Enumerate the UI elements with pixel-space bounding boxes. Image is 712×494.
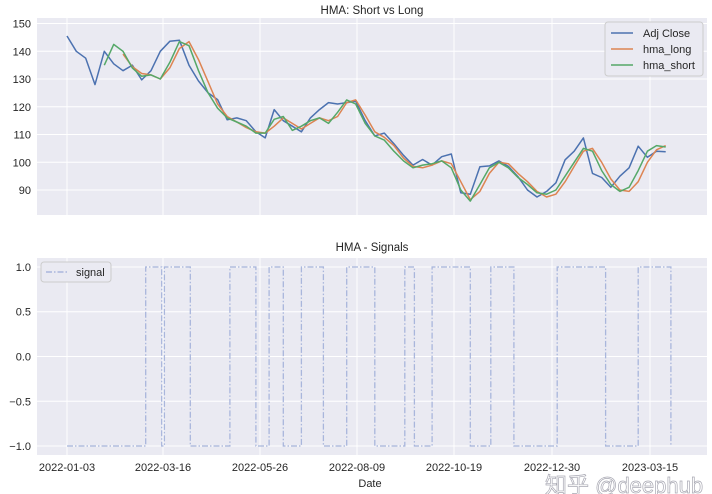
x-tick-label: 2022-10-19 — [426, 462, 482, 474]
bottom-x-ticks: 2022-01-03 2022-03-16 2022-05-26 2022-08-09… — [39, 462, 678, 474]
y-tick-label: 0.5 — [16, 307, 31, 319]
bottom-chart-title: HMA - Signals — [336, 242, 409, 254]
top-chart-title: HMA: Short vs Long — [321, 5, 424, 17]
bottom-chart: −1.0−0.50.00.51.0 2022-01-03 2022-03-16 20… — [9, 242, 707, 490]
y-tick-label: 130 — [13, 74, 31, 86]
bottom-legend: signal — [40, 261, 112, 283]
y-tick-label: 1.0 — [16, 262, 31, 274]
bottom-grid — [37, 258, 707, 455]
watermark: 知乎 @deephub — [545, 473, 703, 494]
y-tick-label: 110 — [13, 130, 31, 142]
series-line-adj-close — [66, 35, 666, 198]
x-tick-label: 2022-03-16 — [135, 462, 191, 474]
y-tick-label: 150 — [13, 19, 31, 31]
y-tick-label: 90 — [19, 185, 31, 197]
top-legend-box — [604, 21, 704, 77]
bottom-legend-box — [40, 261, 112, 283]
bottom-y-ticks: −1.0 −0.5 0.0 0.5 1.0 — [9, 262, 31, 453]
y-tick-label: −0.5 — [9, 396, 31, 408]
y-tick-label: 0.0 — [16, 352, 31, 364]
series-line-hma-short — [103, 40, 666, 202]
x-axis-label: Date — [358, 478, 381, 490]
legend-label-signal: signal — [76, 267, 105, 279]
legend-label-hma-short: hma_short — [643, 60, 695, 72]
series-line-hma-long — [122, 40, 667, 201]
y-tick-label: −1.0 — [9, 441, 31, 453]
x-tick-label: 2022-05-26 — [232, 462, 288, 474]
x-tick-label: 2022-08-09 — [329, 462, 385, 474]
legend-label-hma-long: hma_long — [643, 44, 691, 56]
top-legend: Adj Close hma_long hma_short — [604, 21, 704, 77]
top-series — [66, 35, 667, 202]
x-tick-label: 2022-12-30 — [524, 462, 580, 474]
y-tick-label: 100 — [13, 157, 31, 169]
legend-label-adj-close: Adj Close — [643, 28, 690, 40]
top-grid — [37, 18, 707, 215]
top-y-ticks: 90 100 110 120 130 140 150 — [13, 19, 31, 197]
y-tick-label: 140 — [13, 46, 31, 58]
x-tick-label: 2022-01-03 — [39, 462, 95, 474]
x-tick-label: 2023-03-15 — [622, 462, 678, 474]
y-tick-label: 120 — [13, 102, 31, 114]
